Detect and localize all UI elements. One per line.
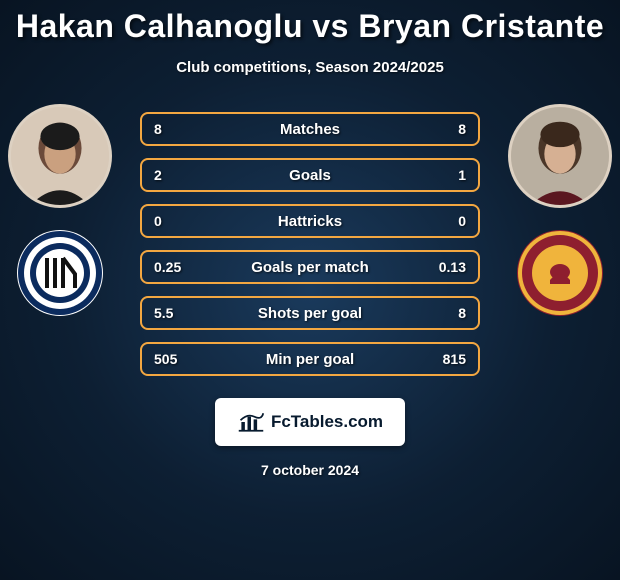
stat-row: 8Matches8 [140, 112, 480, 146]
stat-row: 505Min per goal815 [140, 342, 480, 376]
player-left-avatar [8, 104, 112, 208]
player-left-column [0, 104, 120, 316]
stat-label: Min per goal [142, 351, 478, 368]
stat-value-left: 0 [154, 213, 162, 229]
stat-value-left: 505 [154, 351, 177, 367]
stat-value-right: 815 [443, 351, 466, 367]
player-right-column: ROMA 1927 [500, 104, 620, 316]
stat-value-right: 0 [458, 213, 466, 229]
title-player-left: Hakan Calhanoglu [16, 8, 303, 44]
svg-text:ROMA: ROMA [546, 250, 574, 260]
stat-value-right: 8 [458, 121, 466, 137]
stat-value-left: 5.5 [154, 305, 173, 321]
person-silhouette-icon [511, 107, 609, 205]
roma-badge-icon: ROMA 1927 [517, 230, 603, 316]
stat-row: 2Goals1 [140, 158, 480, 192]
player-left-club-badge [17, 230, 103, 316]
branding-badge: FcTables.com [215, 398, 405, 446]
branding-text: FcTables.com [271, 412, 383, 432]
player-right-avatar [508, 104, 612, 208]
stat-value-right: 1 [458, 167, 466, 183]
person-silhouette-icon [11, 107, 109, 205]
stat-value-left: 0.25 [154, 259, 181, 275]
title-vs: vs [303, 8, 358, 44]
stat-label: Goals per match [142, 259, 478, 276]
stat-label: Goals [142, 167, 478, 184]
bar-chart-icon [237, 410, 265, 434]
comparison-body: ROMA 1927 8Matches82Goals10Hattricks00.2… [0, 104, 620, 394]
stat-value-left: 8 [154, 121, 162, 137]
subtitle: Club competitions, Season 2024/2025 [0, 59, 620, 76]
stats-list: 8Matches82Goals10Hattricks00.25Goals per… [140, 112, 480, 388]
stat-row: 5.5Shots per goal8 [140, 296, 480, 330]
stat-row: 0.25Goals per match0.13 [140, 250, 480, 284]
stat-label: Matches [142, 121, 478, 138]
inter-badge-icon [17, 230, 103, 316]
stat-label: Hattricks [142, 213, 478, 230]
player-right-club-badge: ROMA 1927 [517, 230, 603, 316]
date-label: 7 october 2024 [0, 462, 620, 478]
page-title: Hakan Calhanoglu vs Bryan Cristante [0, 0, 620, 45]
stat-label: Shots per goal [142, 305, 478, 322]
stat-value-right: 0.13 [439, 259, 466, 275]
svg-text:1927: 1927 [552, 291, 568, 298]
comparison-card: Hakan Calhanoglu vs Bryan Cristante Club… [0, 0, 620, 580]
stat-row: 0Hattricks0 [140, 204, 480, 238]
stat-value-right: 8 [458, 305, 466, 321]
stat-value-left: 2 [154, 167, 162, 183]
title-player-right: Bryan Cristante [358, 8, 604, 44]
